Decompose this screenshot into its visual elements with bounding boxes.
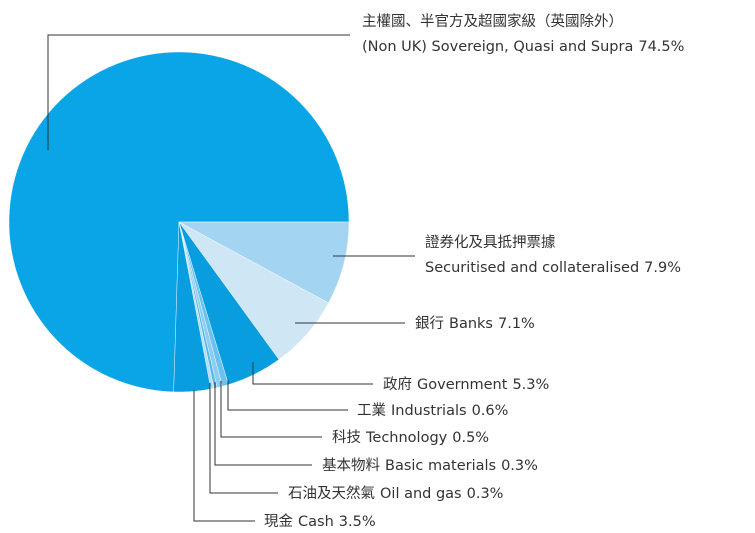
label: 現金 Cash 3.5% — [264, 513, 376, 530]
leader-line — [209, 383, 278, 494]
label-zh: 銀行 — [415, 315, 444, 332]
leader-line — [193, 390, 255, 522]
value-label: 0.3% — [501, 458, 538, 474]
category-name: Oil and gas — [380, 486, 462, 502]
label-zh: 石油及天然氣 — [288, 485, 375, 502]
value-label: 74.5% — [638, 39, 684, 55]
leader-line — [214, 382, 312, 466]
slice-label: 主權國、半官方及超國家級（英國除外） (Non UK) Sovereign, Qu… — [362, 12, 684, 55]
label-zh: 主權國、半官方及超國家級（英國除外） — [362, 12, 623, 30]
category-name: Cash — [298, 514, 334, 530]
value-label: 0.3% — [467, 486, 504, 502]
leader-line — [252, 362, 373, 385]
pie-slice — [173, 221, 212, 393]
category-name: Basic materials — [385, 458, 496, 474]
leader-line — [220, 381, 322, 438]
category-name: Securitised and collateralised — [425, 260, 639, 276]
leader-line — [227, 380, 348, 411]
slice-label: 銀行 Banks 7.1% — [415, 315, 535, 332]
slice-label: 工業 Industrials 0.6% — [357, 402, 508, 419]
slice-label: 現金 Cash 3.5% — [264, 513, 376, 530]
label-zh: 基本物料 — [322, 457, 380, 474]
label-zh: 工業 — [357, 402, 386, 419]
category-name: Technology — [365, 430, 448, 446]
label: 政府 Government 5.3% — [383, 376, 549, 393]
label-zh: 政府 — [383, 376, 412, 393]
value-label: 0.5% — [452, 430, 489, 446]
label: 基本物料 Basic materials 0.3% — [322, 457, 538, 474]
value-label: 3.5% — [339, 514, 376, 530]
label-en: (Non UK) Sovereign, Quasi and Supra 74.5% — [362, 39, 684, 55]
leader-line — [47, 34, 350, 150]
slice-label: 石油及天然氣 Oil and gas 0.3% — [288, 485, 503, 502]
category-name: (Non UK) Sovereign, Quasi and Supra — [362, 39, 633, 55]
slice-label: 基本物料 Basic materials 0.3% — [322, 457, 538, 474]
label-en: Securitised and collateralised 7.9% — [425, 260, 681, 276]
label: 石油及天然氣 Oil and gas 0.3% — [288, 485, 503, 502]
category-name: Banks — [449, 316, 493, 332]
label: 工業 Industrials 0.6% — [357, 402, 508, 419]
label: 科技 Technology 0.5% — [332, 429, 489, 446]
value-label: 0.6% — [472, 403, 509, 419]
slice-label: 證券化及具抵押票據 Securitised and collateralised 7… — [425, 234, 681, 276]
label-zh: 證券化及具抵押票據 — [425, 234, 556, 251]
value-label: 5.3% — [512, 377, 549, 393]
label-zh: 現金 — [264, 513, 293, 530]
label-zh: 科技 — [332, 429, 361, 446]
slice-label: 科技 Technology 0.5% — [332, 429, 489, 446]
value-label: 7.1% — [498, 316, 535, 332]
category-name: Government — [417, 377, 508, 393]
label: 銀行 Banks 7.1% — [415, 315, 535, 332]
value-label: 7.9% — [644, 260, 681, 276]
category-name: Industrials — [391, 403, 467, 419]
slice-label: 政府 Government 5.3% — [383, 376, 549, 393]
